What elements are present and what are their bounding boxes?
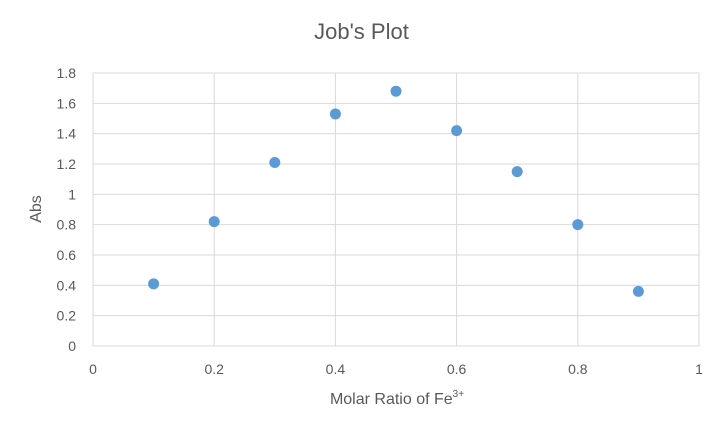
- data-point: [451, 125, 463, 137]
- y-tick-label: 1.2: [57, 156, 77, 172]
- data-point: [148, 278, 160, 290]
- y-tick-label: 0.4: [57, 277, 77, 293]
- x-tick-labels: 0 0.2 0.4 0.6 0.8 1: [89, 361, 703, 377]
- x-tick-label: 0.4: [326, 361, 346, 377]
- y-tick-labels: 0 0.2 0.4 0.6 0.8 1 1.2 1.4 1.6 1.8: [57, 65, 77, 354]
- data-point: [632, 285, 644, 297]
- y-tick-label: 1.4: [57, 126, 77, 142]
- x-axis-label-main: Molar Ratio of Fe: [330, 391, 453, 408]
- data-point: [329, 108, 341, 120]
- data-points: [148, 85, 644, 297]
- x-axis-label: Molar Ratio of Fe3+: [330, 389, 464, 408]
- y-axis-label: Abs: [28, 195, 45, 223]
- x-tick-label: 0: [89, 361, 97, 377]
- x-tick-label: 0.2: [204, 361, 224, 377]
- y-tick-label: 0.2: [57, 308, 77, 324]
- data-point: [511, 166, 523, 178]
- x-tick-label: 0.8: [568, 361, 588, 377]
- x-tick-label: 1: [695, 361, 703, 377]
- y-tick-label: 1.8: [57, 65, 77, 81]
- y-tick-label: 0: [68, 338, 76, 354]
- y-tick-label: 1: [68, 186, 76, 202]
- y-tick-label: 0.8: [57, 217, 77, 233]
- y-tick-label: 1.6: [57, 95, 77, 111]
- chart-title: Job's Plot: [314, 19, 409, 44]
- y-gridlines: [93, 72, 699, 347]
- data-point: [269, 156, 281, 168]
- data-point: [390, 85, 402, 97]
- x-gridlines: [92, 73, 700, 346]
- data-point: [572, 219, 584, 231]
- data-point: [208, 216, 220, 228]
- y-tick-label: 0.6: [57, 247, 77, 263]
- x-axis-label-superscript: 3+: [453, 389, 465, 400]
- plot-area-border: [92, 72, 700, 347]
- x-tick-label: 0.6: [447, 361, 467, 377]
